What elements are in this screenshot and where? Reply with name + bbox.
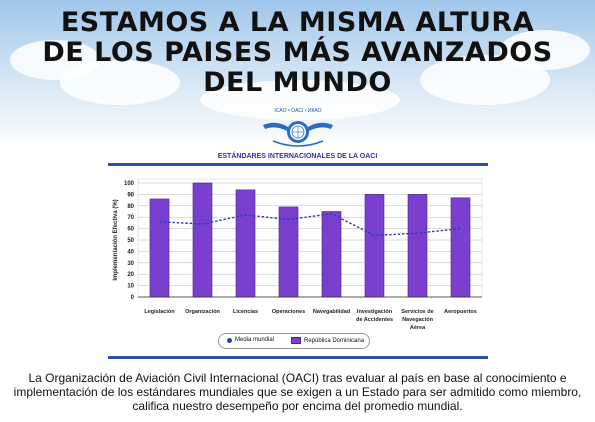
- legend-label: Media mundial: [235, 337, 275, 343]
- x-tick-label: Navegación: [402, 317, 434, 323]
- x-tick-label: Aeropuertos: [444, 309, 477, 315]
- series-line-media-mundial: [159, 213, 461, 237]
- x-tick-label: Organización: [185, 309, 220, 315]
- y-tick-label: 30: [127, 261, 134, 267]
- legend-item-republica-dominicana: República Dominicana: [291, 337, 364, 344]
- bar: [364, 194, 385, 298]
- top-divider: [108, 163, 488, 166]
- sky-background: [0, 0, 595, 150]
- cloud: [60, 60, 180, 105]
- chart-legend: Media mundial República Dominicana: [218, 333, 370, 349]
- y-tick-label: 40: [127, 249, 134, 255]
- caption: La Organización de Aviación Civil Intern…: [13, 371, 582, 413]
- headline-line-1: ESTAMOS A LA MISMA ALTURA: [60, 7, 535, 38]
- y-tick-label: 50: [127, 238, 134, 244]
- headline: ESTAMOS A LA MISMA ALTURA DE LOS PAISES …: [0, 8, 595, 98]
- x-tick-label: de Accidentes: [356, 317, 393, 323]
- headline-line-3: DEL MUNDO: [203, 67, 392, 98]
- y-tick-label: 90: [127, 192, 134, 198]
- x-tick-label: Legislación: [144, 309, 175, 315]
- plot-area: [137, 178, 483, 298]
- y-tick-label: 10: [127, 284, 134, 290]
- x-tick-label: Navegabilidad: [313, 309, 350, 315]
- bar: [321, 211, 342, 298]
- y-tick-label: 100: [124, 181, 135, 187]
- y-tick-label: 70: [127, 215, 134, 221]
- chart-title: ESTÁNDARES INTERNACIONALES DE LA OACI: [217, 153, 378, 160]
- cloud: [500, 30, 590, 70]
- x-tick-label: Aérea: [410, 325, 426, 331]
- y-axis-label: Implementación Efectiva (%): [113, 199, 119, 280]
- y-tick-label: 20: [127, 272, 134, 278]
- bar: [278, 206, 299, 298]
- legend-bar-marker-icon: [291, 337, 301, 344]
- bottom-divider: [108, 356, 488, 359]
- headline-line-2: DE LOS PAISES MÁS AVANZADOS: [42, 37, 553, 68]
- bar: [407, 194, 428, 298]
- cloud: [200, 80, 400, 120]
- bar: [192, 182, 213, 298]
- x-tick-label: Licencias: [233, 309, 258, 315]
- legend-line-marker-icon: [227, 337, 232, 343]
- bar: [235, 189, 256, 298]
- y-tick-label: 0: [131, 295, 135, 301]
- x-tick-label: Investigación: [357, 309, 393, 315]
- x-tick-label: Operaciones: [272, 309, 305, 315]
- bar: [450, 197, 471, 298]
- x-tick-label: Servicios de: [401, 309, 433, 315]
- icao-emblem-icon: ICAO • OACI • ИКАО: [263, 108, 333, 147]
- bar: [149, 198, 170, 298]
- legend-item-media-mundial: Media mundial: [227, 337, 274, 343]
- legend-label: República Dominicana: [304, 337, 365, 344]
- logo-text: ICAO • OACI • ИКАО: [274, 108, 321, 114]
- y-tick-label: 80: [127, 204, 134, 210]
- y-tick-label: 60: [127, 227, 134, 233]
